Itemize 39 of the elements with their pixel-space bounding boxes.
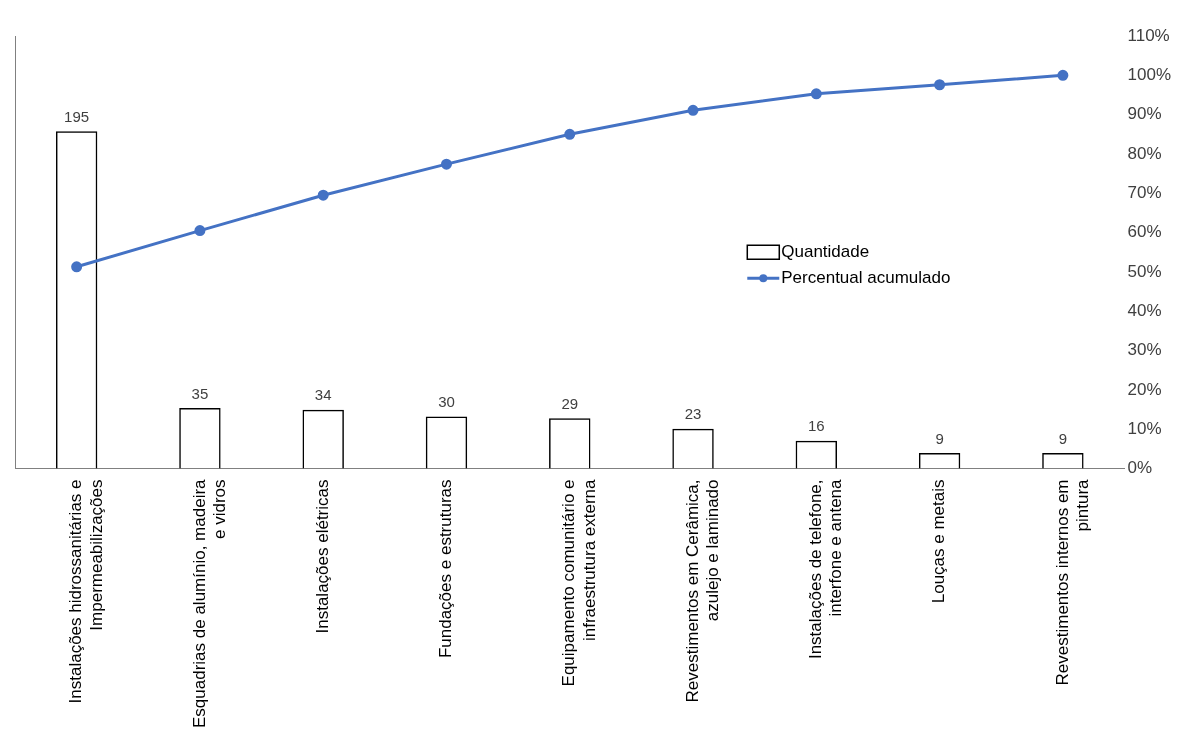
- point: [1057, 69, 1069, 81]
- x-tick-label: Fundações e estruturas: [436, 479, 456, 659]
- point: [934, 79, 946, 91]
- data-label: 29: [561, 394, 579, 412]
- x-tick-label: Revestimentos internos em pintura: [1052, 478, 1092, 686]
- y2-tick-label: 60%: [1127, 222, 1162, 242]
- y2-tick-label: 50%: [1127, 261, 1162, 281]
- y2-tick-label: 30%: [1127, 340, 1162, 360]
- y2-tick-label: 100%: [1127, 65, 1171, 84]
- y2-tick-label: 70%: [1127, 182, 1162, 202]
- data-label: 30: [438, 393, 455, 411]
- data-label: 195: [64, 107, 90, 125]
- point: [71, 261, 83, 273]
- y2-tick-label: 80%: [1127, 143, 1162, 163]
- y2-tick-label: 90%: [1127, 104, 1162, 124]
- point: [810, 88, 822, 100]
- point: [317, 189, 329, 201]
- legend-label: Percentual acumulado: [781, 267, 951, 287]
- data-label: 9: [935, 429, 944, 447]
- point: [440, 158, 452, 170]
- data-label: 9: [1058, 429, 1068, 447]
- data-label: 23: [684, 405, 702, 423]
- y2-tick-label: 40%: [1127, 300, 1162, 320]
- data-label: 35: [191, 384, 209, 402]
- y2-tick-label: 110%: [1127, 25, 1170, 45]
- y2-tick-label: 0%: [1127, 458, 1153, 478]
- point: [687, 104, 699, 116]
- x-tick-label: Equipamento comunitário e infraestrutura externa: [559, 478, 599, 687]
- x-tick-label: Instalações hidrossanitárias e Impermeabilizações: [66, 479, 106, 704]
- x-tick-label: Louças e metais: [929, 479, 949, 604]
- x-tick-label: Instalações elétricas: [312, 479, 332, 634]
- y2-tick-label: 20%: [1127, 379, 1162, 399]
- data-label: 16: [807, 417, 825, 435]
- legend-label: Quantidade: [781, 241, 870, 261]
- point: [194, 225, 206, 237]
- x-tick-label: Esquadrias de alumínio, madeira e vidros: [189, 478, 230, 729]
- data-label: 34: [314, 386, 332, 404]
- point: [564, 128, 576, 140]
- y2-tick-label: 10%: [1127, 418, 1162, 438]
